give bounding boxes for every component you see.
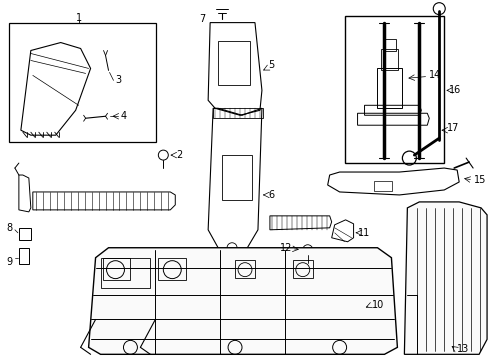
Text: 9: 9 — [6, 257, 12, 267]
Polygon shape — [89, 248, 397, 354]
Bar — [384, 39, 396, 50]
Bar — [374, 181, 392, 191]
Bar — [213, 108, 263, 118]
Polygon shape — [404, 202, 487, 354]
Text: 1: 1 — [75, 13, 82, 23]
Text: 6: 6 — [268, 190, 274, 200]
Text: 14: 14 — [429, 71, 441, 80]
Text: 11: 11 — [358, 228, 370, 238]
Text: 7: 7 — [199, 14, 205, 24]
Text: 17: 17 — [447, 123, 460, 133]
Text: 13: 13 — [457, 345, 469, 354]
Text: 10: 10 — [371, 300, 384, 310]
Text: 15: 15 — [474, 175, 487, 185]
Text: 4: 4 — [121, 111, 126, 121]
Text: 2: 2 — [176, 150, 182, 160]
Text: 8: 8 — [6, 223, 12, 233]
Bar — [19, 248, 29, 264]
Bar — [377, 68, 402, 108]
Text: 16: 16 — [449, 85, 462, 95]
Text: 3: 3 — [116, 75, 122, 85]
Text: 5: 5 — [268, 60, 274, 71]
Bar — [222, 155, 252, 200]
Bar — [344, 15, 444, 163]
Text: 12: 12 — [280, 243, 293, 253]
Bar — [9, 23, 156, 142]
Bar — [382, 49, 398, 71]
Bar — [218, 41, 250, 85]
Bar — [100, 258, 150, 288]
